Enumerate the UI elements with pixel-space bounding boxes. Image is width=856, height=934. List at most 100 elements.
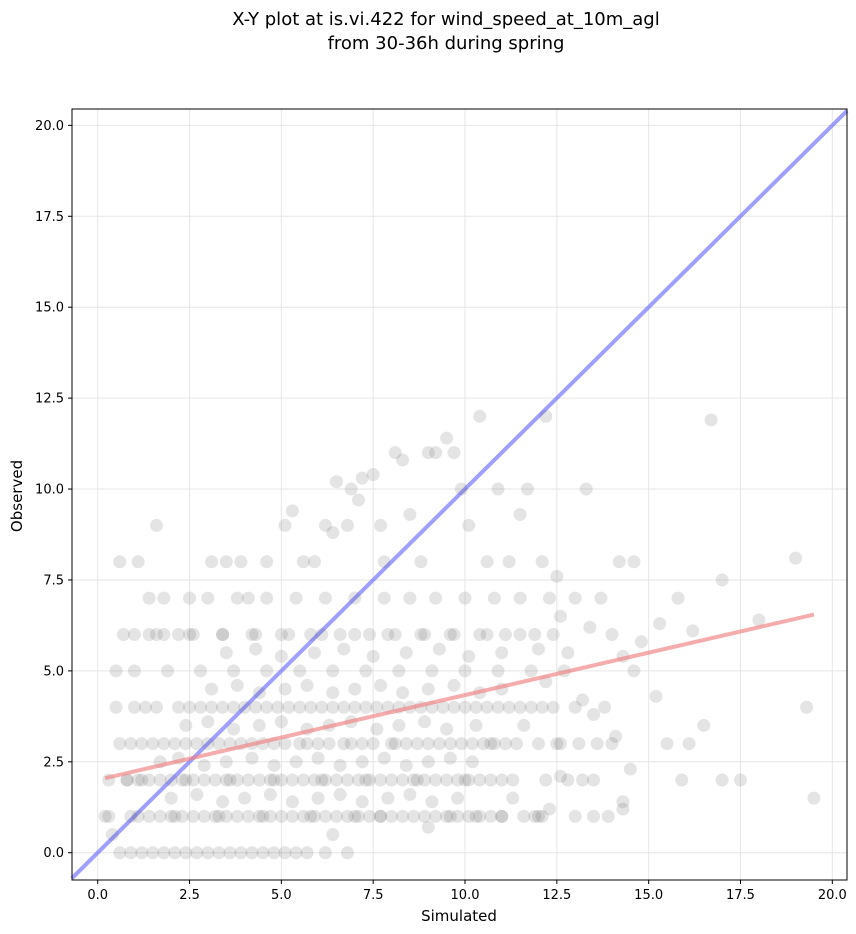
data-point — [425, 795, 439, 809]
data-point — [484, 737, 498, 751]
y-axis-label: Observed — [8, 460, 26, 532]
data-point — [311, 751, 325, 765]
data-point — [326, 828, 340, 842]
data-point — [142, 628, 156, 642]
data-point — [278, 737, 292, 751]
data-point — [502, 555, 516, 569]
x-tick-label: 20.0 — [818, 888, 847, 903]
data-point — [340, 809, 354, 823]
data-point — [480, 700, 494, 714]
data-point — [179, 773, 193, 787]
data-point — [447, 678, 461, 692]
data-point — [451, 809, 465, 823]
data-point — [252, 686, 266, 700]
data-point — [105, 828, 119, 842]
data-point — [733, 773, 747, 787]
data-point — [285, 504, 299, 518]
data-point — [260, 700, 274, 714]
data-point — [293, 700, 307, 714]
data-point — [120, 773, 134, 787]
data-point — [616, 795, 630, 809]
data-point — [197, 758, 211, 772]
data-point — [443, 751, 457, 765]
data-point — [304, 809, 318, 823]
data-point — [554, 737, 568, 751]
data-point — [260, 664, 274, 678]
data-point — [234, 846, 248, 860]
data-point — [212, 737, 226, 751]
data-point — [407, 809, 421, 823]
x-tick-label: 0.0 — [87, 888, 108, 903]
data-point — [396, 686, 410, 700]
data-point — [587, 708, 601, 722]
data-point — [175, 773, 189, 787]
data-point — [124, 809, 138, 823]
data-point — [473, 809, 487, 823]
data-point — [546, 628, 560, 642]
data-point — [524, 664, 538, 678]
data-point — [318, 591, 332, 605]
data-point — [201, 591, 215, 605]
data-point — [168, 846, 182, 860]
data-point — [469, 700, 483, 714]
data-point — [234, 555, 248, 569]
data-point — [201, 715, 215, 729]
data-point — [473, 628, 487, 642]
data-point — [329, 809, 343, 823]
data-point — [495, 809, 509, 823]
regression-line — [104, 612, 815, 781]
data-point — [135, 737, 149, 751]
data-point — [300, 678, 314, 692]
data-point — [219, 809, 233, 823]
data-point — [190, 737, 204, 751]
data-point — [399, 758, 413, 772]
data-point — [528, 628, 542, 642]
data-point — [421, 820, 435, 834]
data-point — [576, 773, 590, 787]
data-point — [513, 628, 527, 642]
data-point — [124, 846, 138, 860]
data-point — [429, 446, 443, 460]
data-point — [194, 664, 208, 678]
data-point — [377, 751, 391, 765]
data-point — [311, 791, 325, 805]
data-point — [403, 591, 417, 605]
x-tick-label: 5.0 — [271, 888, 292, 903]
data-point — [623, 762, 637, 776]
data-point — [487, 591, 501, 605]
data-point — [274, 715, 288, 729]
data-point — [598, 700, 612, 714]
x-tick-label: 17.5 — [726, 888, 755, 903]
data-point — [285, 809, 299, 823]
data-point — [407, 773, 421, 787]
data-point — [311, 737, 325, 751]
data-point — [307, 646, 321, 660]
data-point — [535, 555, 549, 569]
data-point — [550, 737, 564, 751]
data-point — [440, 809, 454, 823]
data-point — [274, 773, 288, 787]
x-tick-label: 15.0 — [634, 888, 663, 903]
data-point — [274, 628, 288, 642]
data-point — [432, 642, 446, 656]
data-point — [609, 729, 623, 743]
data-point — [546, 700, 560, 714]
data-point — [462, 649, 476, 663]
data-point — [238, 791, 252, 805]
data-point — [531, 809, 545, 823]
data-point — [318, 773, 332, 787]
data-point — [451, 773, 465, 787]
data-point — [462, 809, 476, 823]
data-point — [498, 628, 512, 642]
data-point — [429, 809, 443, 823]
data-point — [517, 809, 531, 823]
data-point — [116, 628, 130, 642]
data-points — [98, 409, 821, 860]
data-point — [396, 773, 410, 787]
y-tick-label: 0.0 — [43, 846, 64, 861]
data-point — [245, 846, 259, 860]
data-point — [230, 591, 244, 605]
data-point — [385, 809, 399, 823]
data-point — [260, 591, 274, 605]
